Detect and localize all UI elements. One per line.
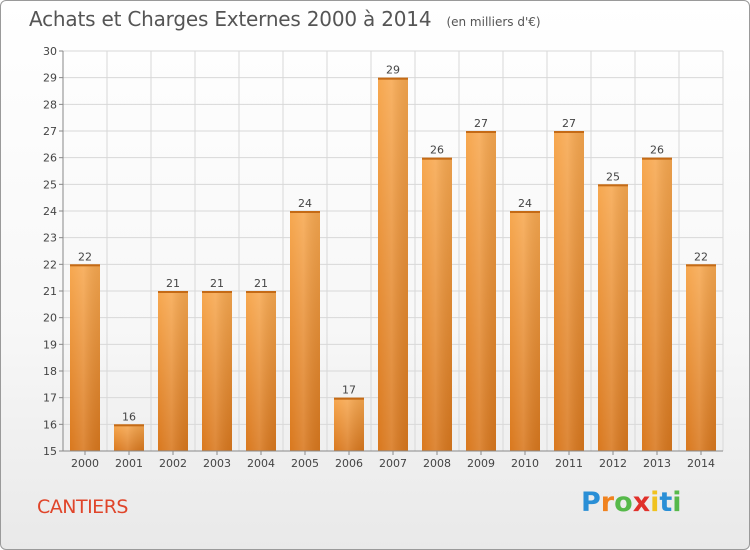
- x-tick-label: 2006: [335, 457, 363, 470]
- data-label: 22: [78, 250, 92, 263]
- data-label: 24: [298, 197, 312, 210]
- y-tick-label: 20: [43, 312, 57, 325]
- data-label: 27: [562, 117, 576, 130]
- bar-highlight: [378, 77, 408, 452]
- y-tick-label: 26: [43, 152, 57, 165]
- bar-top-edge: [158, 291, 188, 293]
- bar-highlight: [510, 211, 540, 451]
- data-label: 21: [254, 277, 268, 290]
- title-row: Achats et Charges Externes 2000 à 2014 (…: [29, 7, 541, 31]
- y-tick-label: 23: [43, 232, 57, 245]
- bar-top-edge: [422, 157, 452, 160]
- x-tick-label: 2012: [599, 457, 627, 470]
- data-label: 25: [606, 170, 620, 183]
- x-tick-label: 2009: [467, 457, 495, 470]
- logo-letter: t: [659, 487, 673, 518]
- bar-top-edge: [334, 397, 364, 400]
- bar-top-edge: [114, 424, 144, 427]
- y-tick-label: 16: [43, 418, 57, 431]
- bar-highlight: [686, 264, 716, 451]
- y-tick-label: 25: [43, 178, 57, 191]
- bar-top-edge: [70, 264, 100, 267]
- y-tick-label: 28: [43, 98, 57, 111]
- chart-unit: (en milliers d'€): [446, 15, 541, 29]
- x-tick-label: 2008: [423, 457, 451, 470]
- data-label: 27: [474, 117, 488, 130]
- chart-title: Achats et Charges Externes 2000 à 2014: [29, 7, 432, 31]
- x-tick-label: 2002: [159, 457, 187, 470]
- bar-highlight: [642, 157, 672, 451]
- x-tick-label: 2010: [511, 457, 539, 470]
- data-label: 29: [386, 64, 400, 77]
- y-tick-label: 15: [43, 445, 57, 458]
- data-label: 16: [122, 410, 136, 423]
- logo-letter: i: [650, 487, 660, 518]
- data-label: 24: [518, 197, 532, 210]
- bar-highlight: [290, 211, 320, 451]
- proxiti-logo[interactable]: Proxiti: [581, 487, 682, 518]
- x-tick-label: 2001: [115, 457, 143, 470]
- data-label: 26: [430, 144, 444, 157]
- x-tick-label: 2007: [379, 457, 407, 470]
- bar-highlight: [334, 397, 364, 451]
- bar-highlight: [70, 264, 100, 451]
- y-tick-label: 30: [43, 45, 57, 58]
- bar-top-edge: [598, 184, 628, 187]
- logo-letter: o: [614, 487, 633, 518]
- bars-layer: 22 16 21 21 21 24 17 29 26 27 24 27 25 26 22: [70, 64, 716, 452]
- logo-letter: i: [672, 487, 682, 518]
- x-tick-label: 2004: [247, 457, 275, 470]
- bar-top-edge: [378, 77, 408, 80]
- bar-top-edge: [642, 157, 672, 160]
- bar-top-edge: [246, 291, 276, 293]
- x-tick-label: 2011: [555, 457, 583, 470]
- y-tick-label: 21: [43, 285, 57, 298]
- x-tick-label: 2005: [291, 457, 319, 470]
- bar-highlight: [422, 157, 452, 451]
- y-tick-label: 19: [43, 338, 57, 351]
- x-tick-label: 2000: [71, 457, 99, 470]
- bar-top-edge: [290, 211, 320, 213]
- data-label: 26: [650, 144, 664, 157]
- x-tick-label: 2003: [203, 457, 231, 470]
- bar-top-edge: [202, 291, 232, 293]
- commune-name: CANTIERS: [37, 496, 128, 518]
- y-tick-label: 22: [43, 258, 57, 271]
- bar-top-edge: [466, 131, 496, 133]
- bar-top-edge: [686, 264, 716, 267]
- bar-highlight: [554, 131, 584, 451]
- axis-layer: 15 16 17 18 19 20 21 22 23 24 25 26 27 28 29 30 2000 2001…: [43, 45, 723, 470]
- logo-letter: r: [600, 487, 615, 518]
- bar-highlight: [202, 291, 232, 451]
- y-tick-label: 17: [43, 392, 57, 405]
- y-tick-label: 29: [43, 72, 57, 85]
- bar-highlight: [114, 424, 144, 451]
- data-label: 22: [694, 250, 708, 263]
- bar-highlight: [246, 291, 276, 451]
- y-tick-label: 18: [43, 365, 57, 378]
- data-label: 21: [166, 277, 180, 290]
- logo-letter: P: [581, 487, 601, 518]
- y-tick-label: 27: [43, 125, 57, 138]
- bar-top-edge: [510, 211, 540, 213]
- data-label: 21: [210, 277, 224, 290]
- logo-letter: x: [632, 487, 651, 518]
- bar-highlight: [466, 131, 496, 451]
- bar-highlight: [598, 184, 628, 452]
- bar-highlight: [158, 291, 188, 451]
- x-tick-label: 2013: [643, 457, 671, 470]
- x-tick-label: 2014: [687, 457, 715, 470]
- data-label: 17: [342, 384, 356, 397]
- y-tick-label: 24: [43, 205, 57, 218]
- bar-top-edge: [554, 131, 584, 133]
